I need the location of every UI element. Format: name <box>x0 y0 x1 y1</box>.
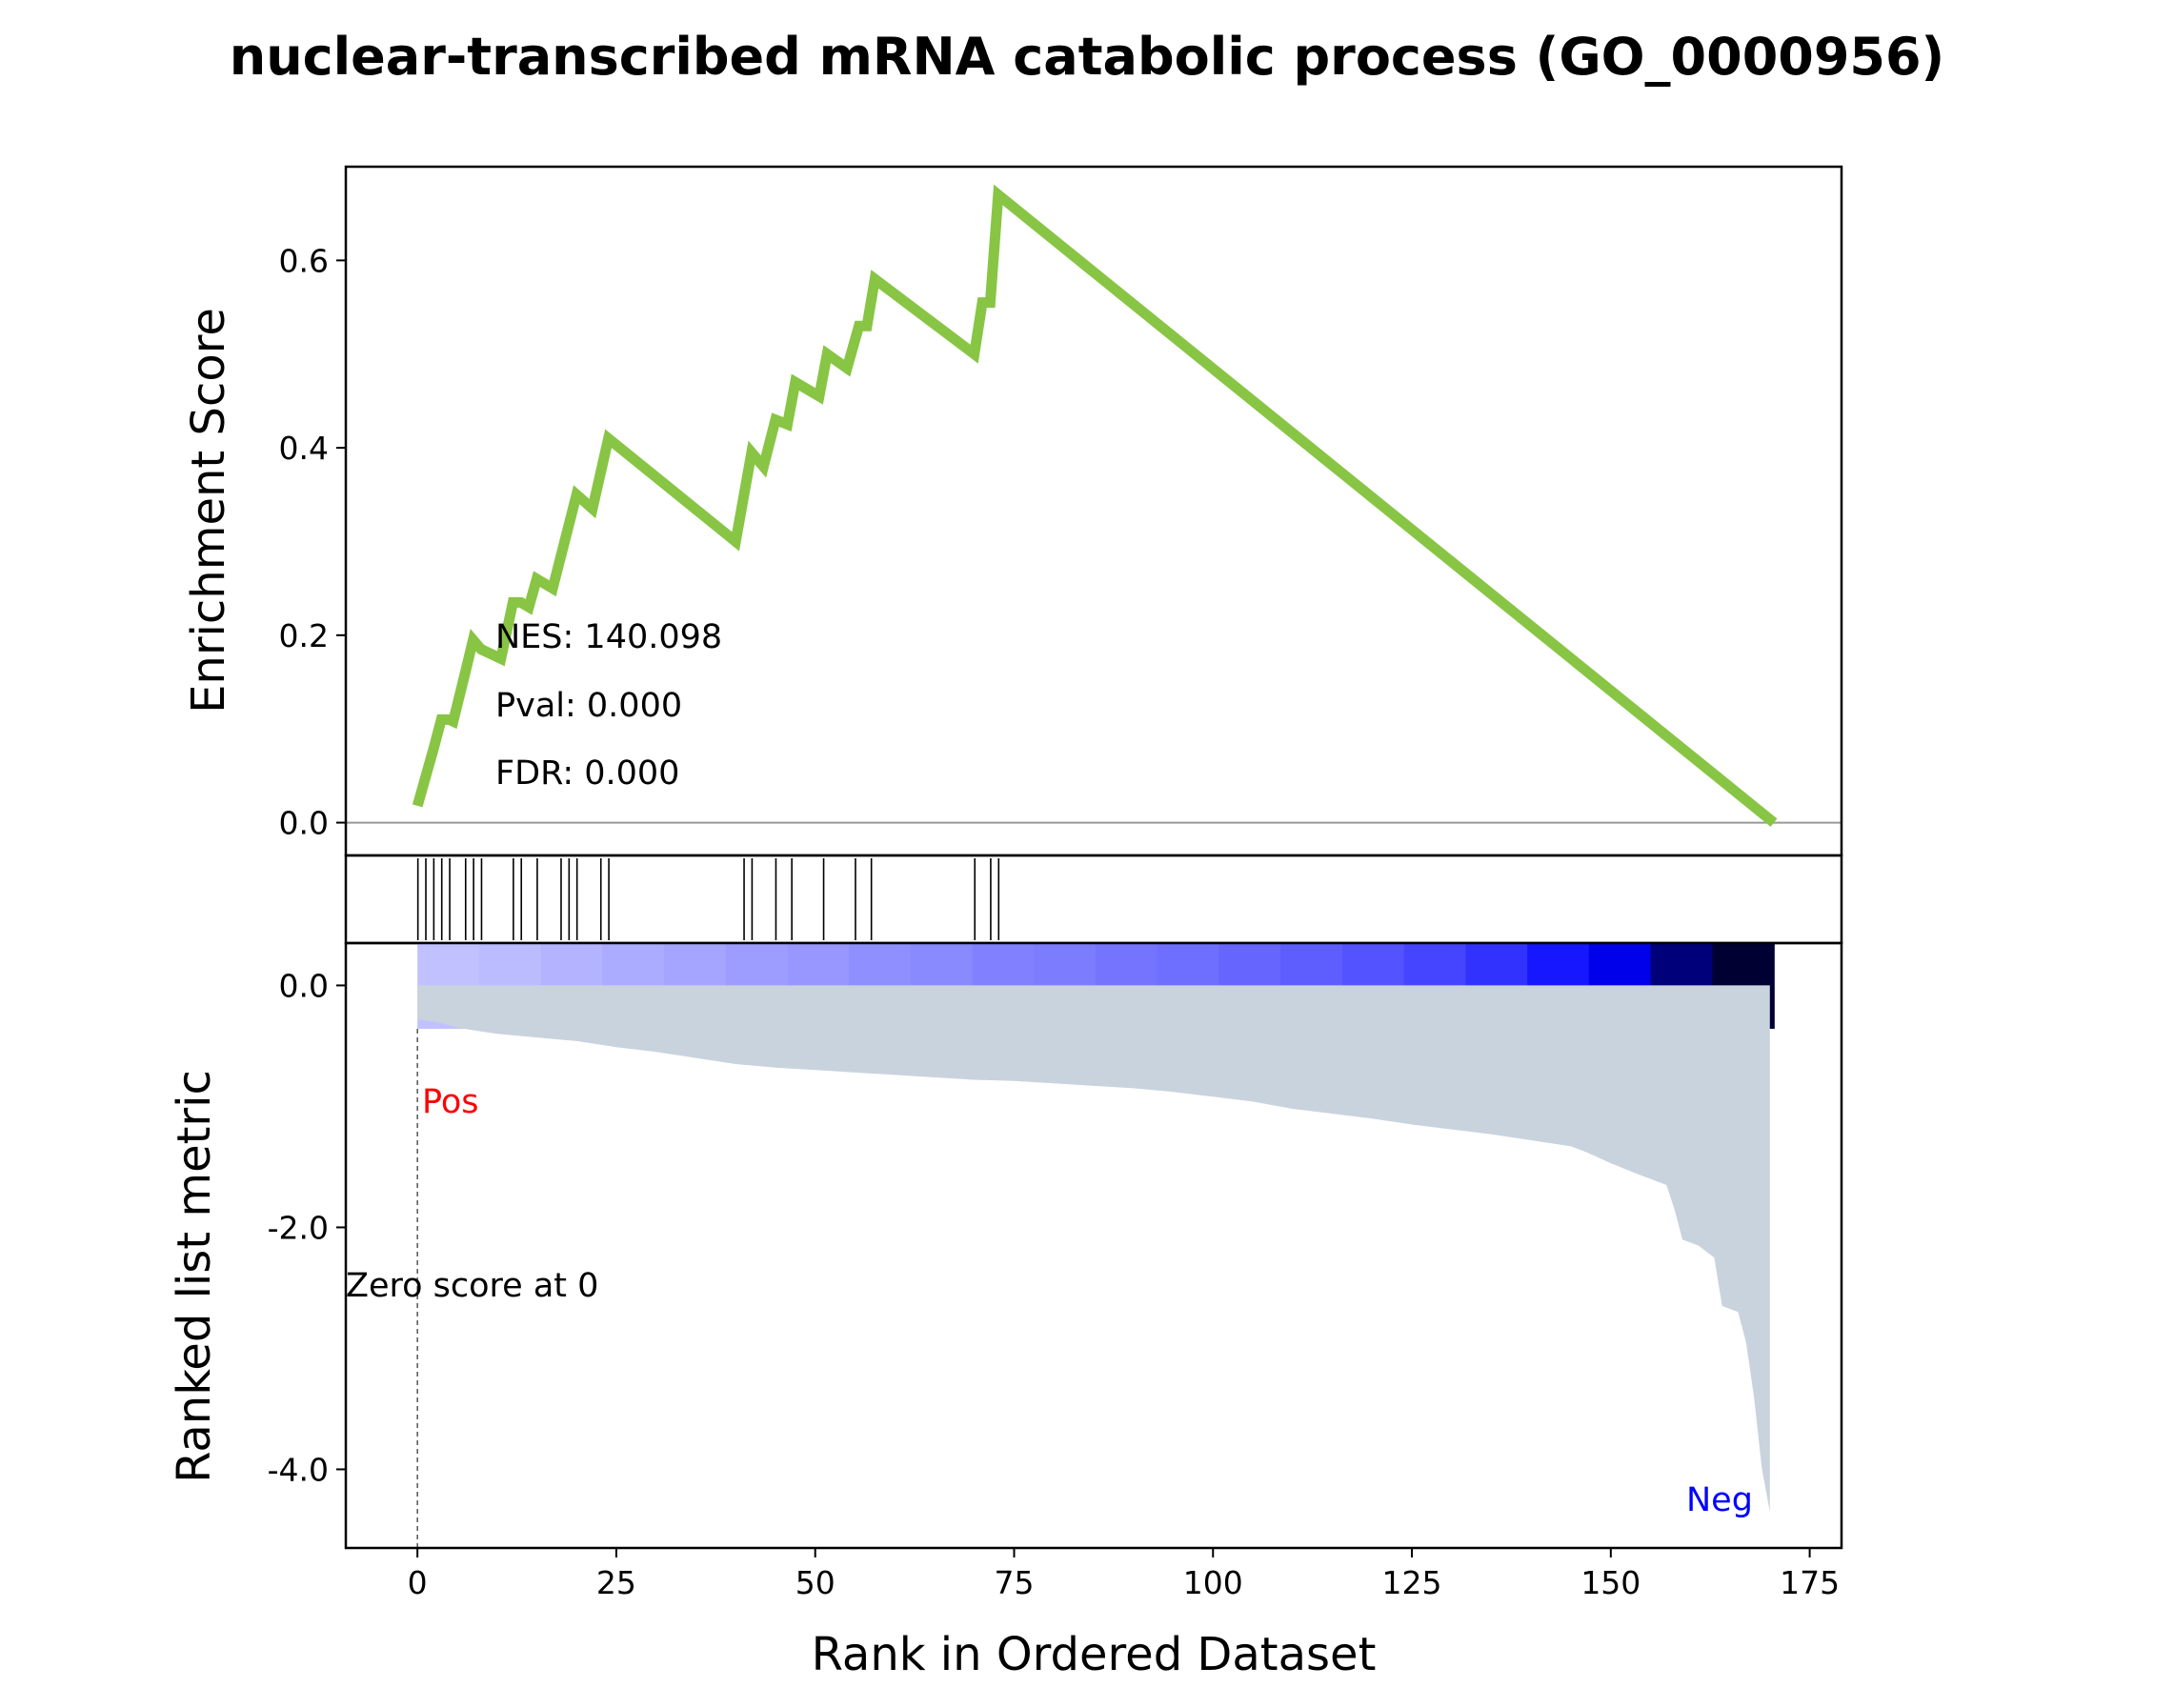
nes-stat: NES: 140.098 <box>495 618 722 656</box>
neg-label: Neg <box>1686 1481 1753 1519</box>
x-tick-label: 150 <box>1580 1564 1641 1601</box>
es-y-tick-label: 0.4 <box>279 430 329 467</box>
chart-title: nuclear-transcribed mRNA catabolic proce… <box>230 27 1944 87</box>
x-tick-label: 125 <box>1382 1564 1442 1601</box>
es-y-tick-label: 0.0 <box>279 805 329 842</box>
x-tick-label: 50 <box>795 1564 835 1601</box>
metric-y-tick-label: -2.0 <box>268 1209 329 1246</box>
ranked-metric-panel: Pos Neg Zero score at 0 0.0 -2.0 -4.0 0 25 5… <box>168 941 1843 1681</box>
pos-label: Pos <box>422 1083 479 1121</box>
x-tick-label: 75 <box>994 1564 1034 1601</box>
es-y-tick-label: 0.6 <box>279 242 329 279</box>
x-tick-label: 0 <box>408 1564 428 1601</box>
zero-score-label: Zero score at 0 <box>346 1267 598 1305</box>
enrichment-score-panel: NES: 140.098 Pval: 0.000 FDR: 0.000 0.0 0… <box>182 165 1843 857</box>
hits-panel-frame <box>344 854 1843 945</box>
metric-y-tick-label: 0.0 <box>279 967 329 1004</box>
metric-y-axis-label: Ranked list metric <box>168 1070 221 1483</box>
enrichment-score-line <box>412 184 1778 827</box>
es-y-tick-label: 0.2 <box>279 617 329 654</box>
ranked-metric-area <box>417 985 1770 1512</box>
x-tick-label: 100 <box>1183 1564 1243 1601</box>
fdr-stat: FDR: 0.000 <box>495 754 679 793</box>
x-tick-label: 25 <box>596 1564 636 1601</box>
metric-y-tick-label: -4.0 <box>268 1451 329 1488</box>
pval-stat: Pval: 0.000 <box>495 687 682 725</box>
x-axis-label: Rank in Ordered Dataset <box>812 1628 1377 1681</box>
gene-hits-panel <box>344 854 1843 945</box>
es-y-axis-label: Enrichment Score <box>182 308 235 713</box>
metric-panel-frame <box>344 941 1843 1550</box>
x-tick-label: 175 <box>1780 1564 1840 1601</box>
